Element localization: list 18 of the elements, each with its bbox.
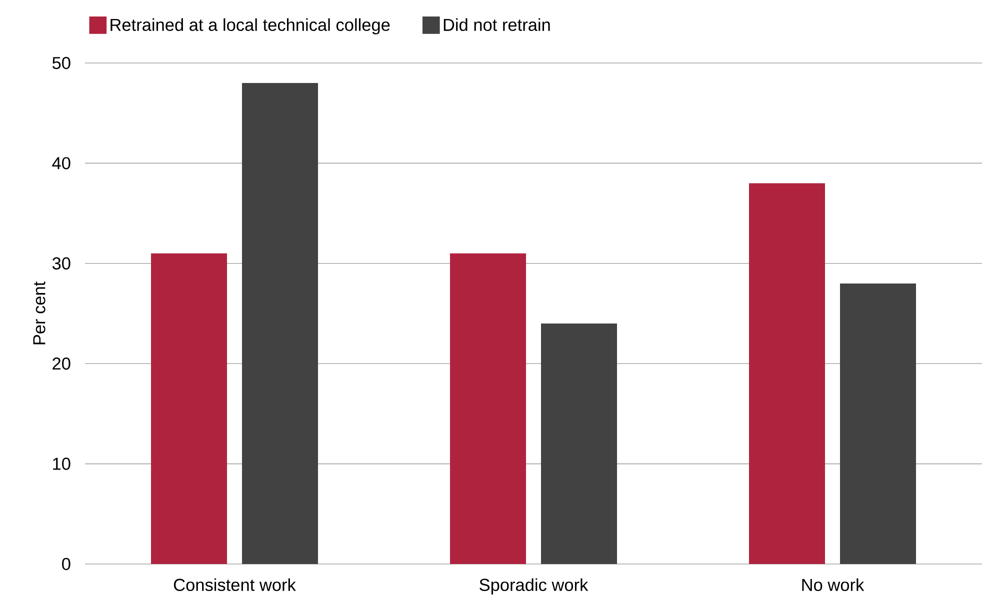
y-tick-label: 10 bbox=[53, 458, 70, 470]
bar bbox=[840, 283, 916, 564]
y-tick-label: 30 bbox=[52, 257, 70, 270]
bar bbox=[749, 183, 826, 564]
bar bbox=[450, 253, 526, 564]
bar bbox=[242, 83, 318, 564]
bar bbox=[151, 253, 227, 564]
legend-label: Did not retrain bbox=[444, 18, 550, 31]
x-tick-label: Sporadic work bbox=[480, 578, 588, 594]
y-tick-label: 50 bbox=[52, 56, 70, 70]
x-tick-label: Consistent work bbox=[174, 578, 296, 592]
legend-label: Retrained at a local technical college bbox=[110, 18, 390, 34]
y-tick-label: 20 bbox=[52, 357, 70, 370]
y-tick-label: 40 bbox=[52, 157, 70, 170]
y-axis-title: Per cent bbox=[33, 281, 46, 344]
bar bbox=[541, 324, 618, 564]
x-tick-label: No work bbox=[802, 578, 864, 592]
y-tick-label: 0 bbox=[62, 558, 70, 570]
